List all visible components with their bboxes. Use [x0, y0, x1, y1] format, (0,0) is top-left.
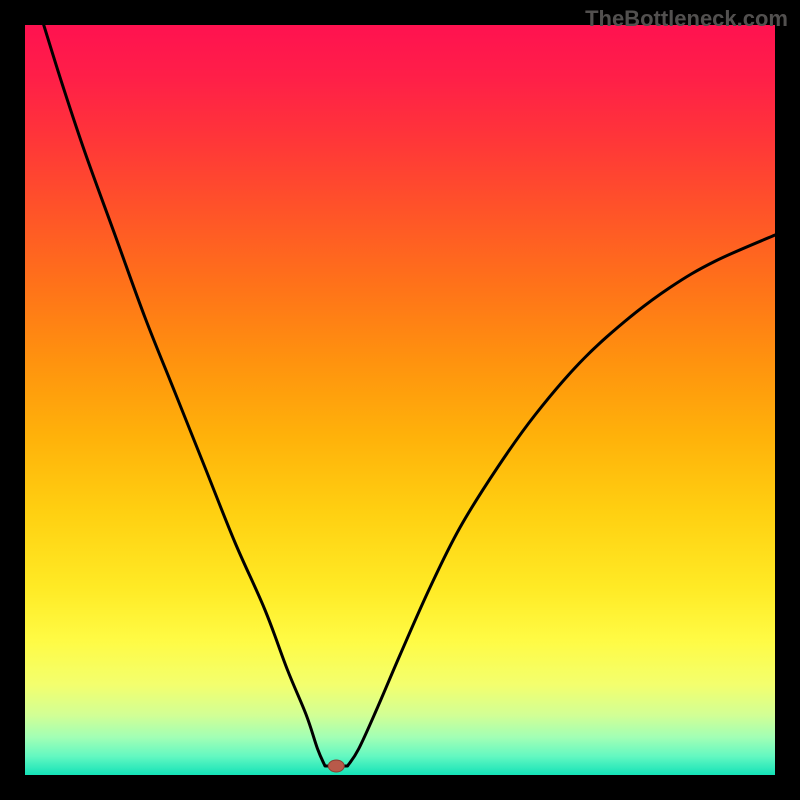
watermark-text: TheBottleneck.com	[585, 6, 788, 32]
chart-svg	[0, 0, 800, 800]
chart-gradient-background	[25, 25, 775, 775]
bottleneck-chart: TheBottleneck.com	[0, 0, 800, 800]
optimal-marker	[328, 760, 344, 772]
